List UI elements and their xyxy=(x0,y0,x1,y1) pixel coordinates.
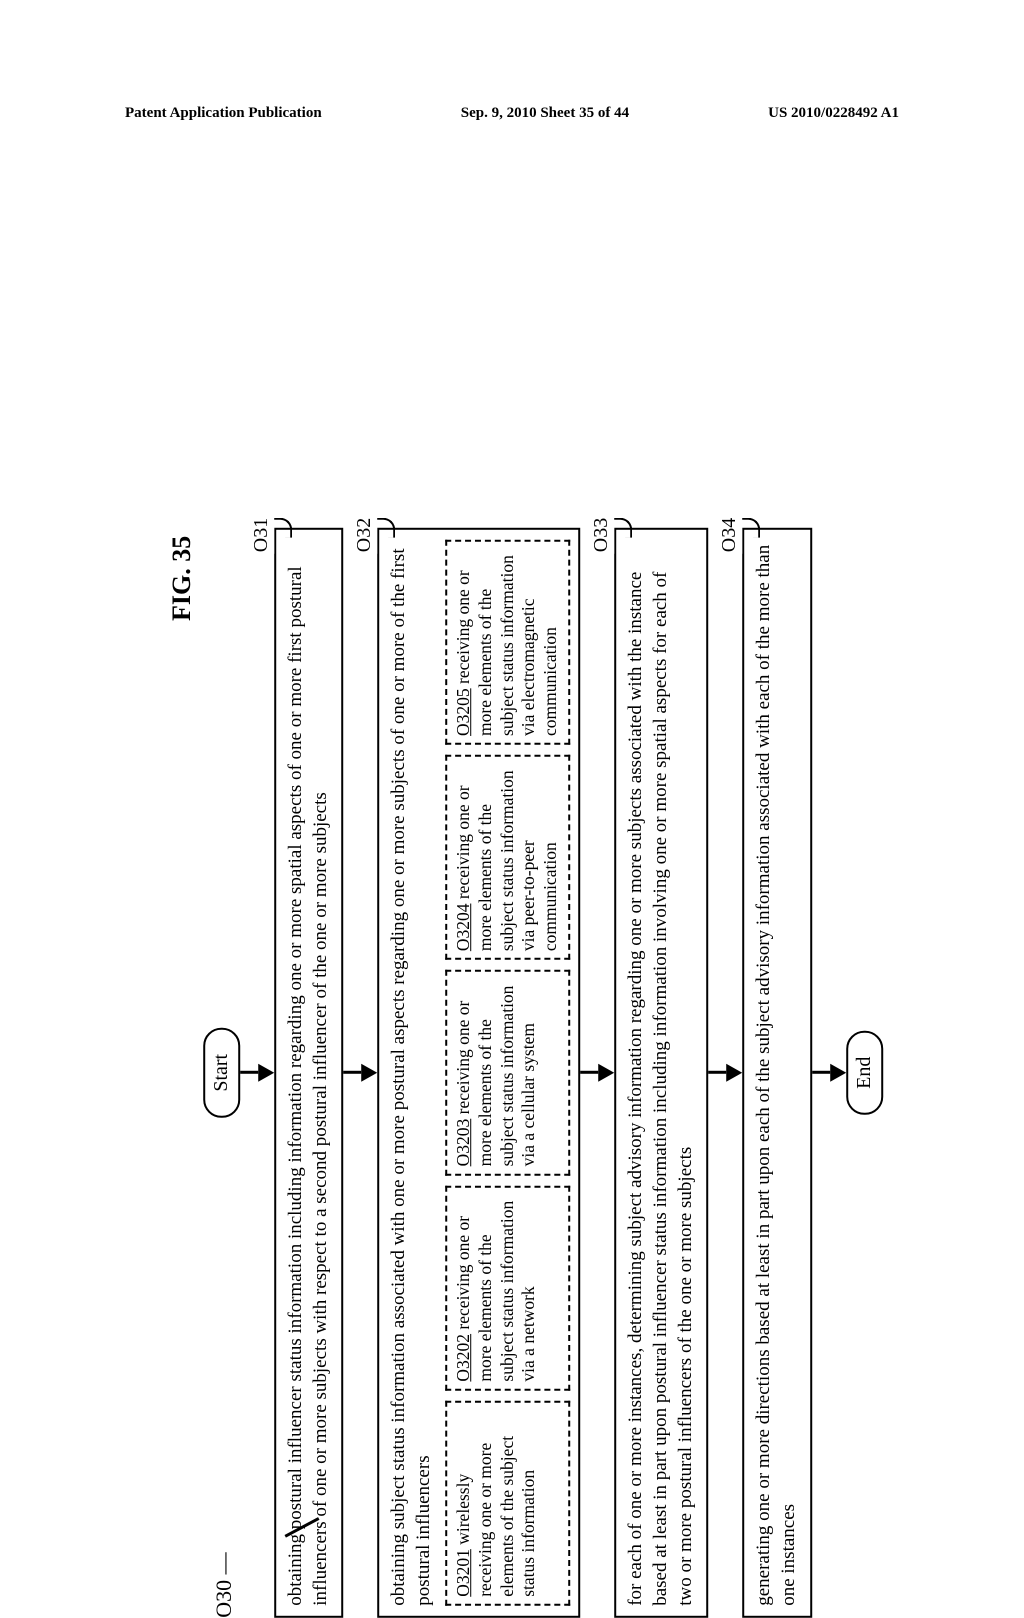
figure-label: FIG. 35 xyxy=(167,528,197,1618)
flowchart: Start obtaining postural influencer stat… xyxy=(203,528,883,1618)
arrow-icon xyxy=(258,1064,274,1082)
step-o31-num: O31 xyxy=(248,516,274,554)
step-o33: O33 for each of one or more instances, d… xyxy=(614,528,708,1618)
sub-o3202-num: O3202 xyxy=(453,1334,473,1382)
step-o32-num: O32 xyxy=(352,516,378,554)
page-header: Patent Application Publication Sep. 9, 2… xyxy=(125,105,899,122)
figure-body: FIG. 35 O30 — Start obtaining postural i… xyxy=(167,528,883,1618)
hdr-right: US 2010/0228492 A1 xyxy=(768,105,899,122)
sub-o3202: O3202 receiving one or more elements of … xyxy=(445,1185,570,1390)
step-o31: obtaining postural influencer status inf… xyxy=(274,528,343,1618)
sub-o3203-num: O3203 xyxy=(453,1119,473,1167)
step-o34-num: O34 xyxy=(716,516,742,554)
arrow-icon xyxy=(362,1064,378,1082)
sub-o3201: O3201 wirelessly receiving one or more e… xyxy=(445,1401,570,1606)
step-o32-lead: obtaining subject status information ass… xyxy=(388,540,437,1606)
hdr-left: Patent Application Publication xyxy=(125,105,322,122)
step-o34-text: generating one or more directions based … xyxy=(753,545,799,1606)
step-o33-num: O33 xyxy=(588,516,614,554)
arrow-icon xyxy=(830,1064,846,1082)
sub-o3203: O3203 receiving one or more elements of … xyxy=(445,970,570,1175)
end-terminal: End xyxy=(846,1031,883,1115)
dashed-substeps: O3201 wirelessly receiving one or more e… xyxy=(445,540,570,1606)
step-o34: O34 generating one or more directions ba… xyxy=(742,528,811,1618)
sub-o3204-num: O3204 xyxy=(453,904,473,952)
sub-o3204: O3204 receiving one or more elements of … xyxy=(445,755,570,960)
start-terminal: Start xyxy=(203,1028,240,1118)
step-o31-text: obtaining postural influencer status inf… xyxy=(285,566,331,1605)
step-o32: O32 obtaining subject status information… xyxy=(378,528,581,1618)
hdr-center: Sep. 9, 2010 Sheet 35 of 44 xyxy=(461,105,629,122)
sub-o3205-num: O3205 xyxy=(453,688,473,736)
sub-o3201-num: O3201 xyxy=(453,1549,473,1597)
step-o33-text: for each of one or more instances, deter… xyxy=(625,572,695,1606)
sub-o3205: O3205 receiving one or more elements of … xyxy=(445,540,570,745)
arrow-icon xyxy=(726,1064,742,1082)
arrow-icon xyxy=(598,1064,614,1082)
